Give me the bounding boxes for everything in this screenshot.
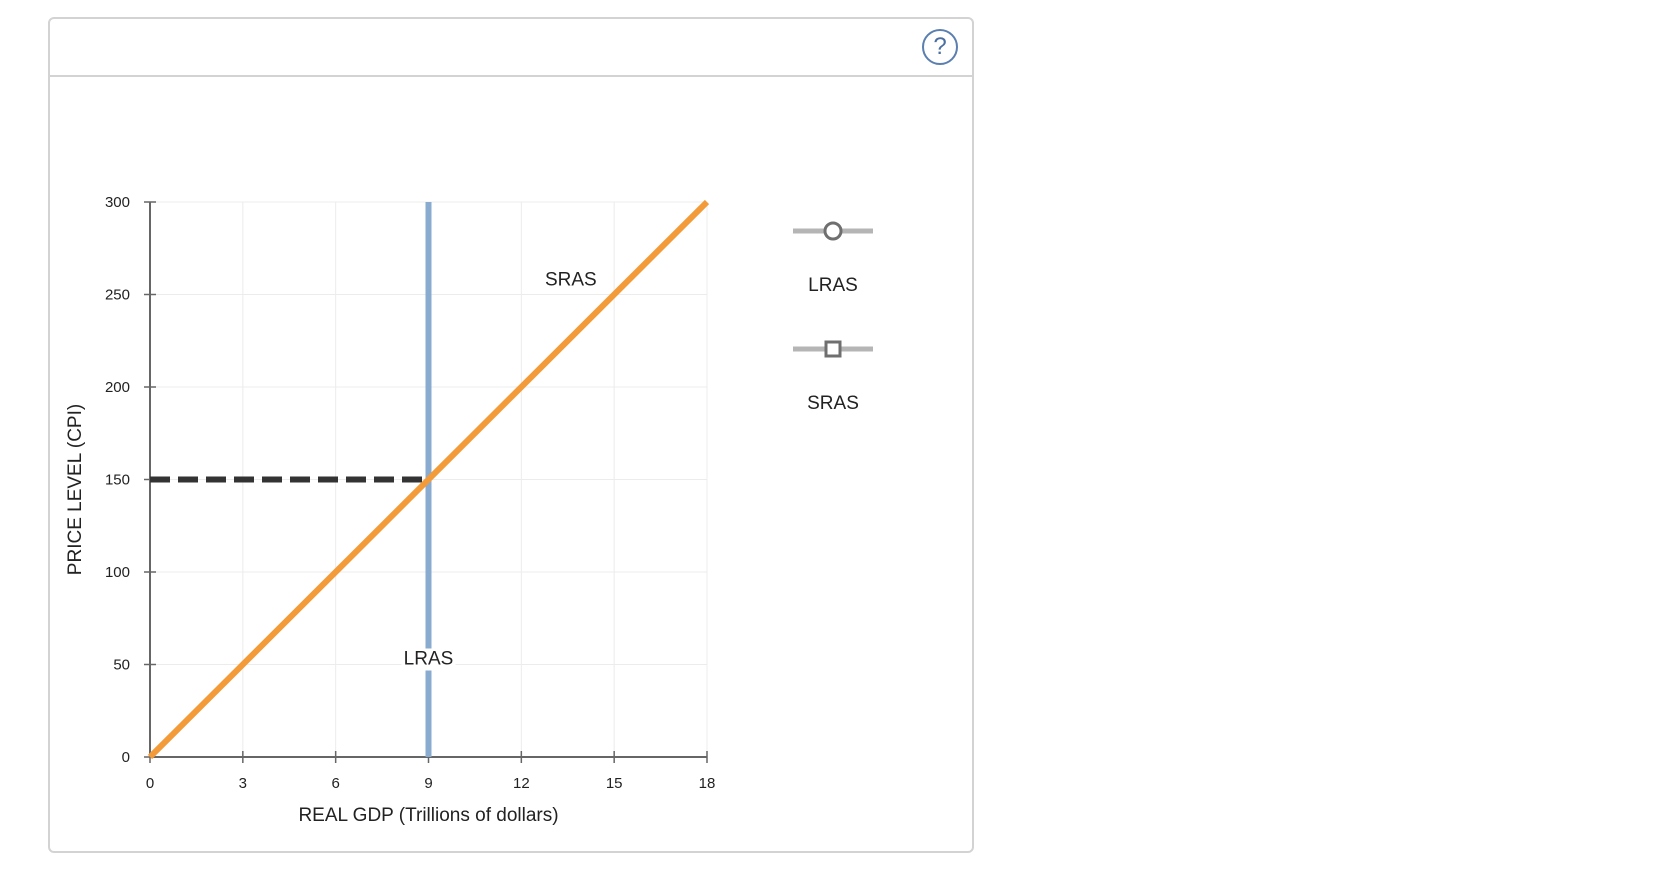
x-axis-title: REAL GDP (Trillions of dollars) bbox=[298, 805, 558, 826]
x-tick-label: 9 bbox=[424, 775, 432, 792]
x-tick-label: 18 bbox=[699, 775, 716, 792]
x-tick-label: 0 bbox=[146, 775, 154, 792]
legend-label-sras: SRAS bbox=[807, 393, 859, 414]
curve-labels: LRAS SRAS bbox=[401, 269, 598, 671]
circle-point-icon bbox=[823, 221, 843, 241]
legend-tool-lras[interactable] bbox=[793, 221, 873, 241]
y-tick-label: 200 bbox=[105, 379, 130, 396]
square-point-icon bbox=[824, 340, 842, 358]
axes: 0 3 6 9 12 15 18 0 50 100 150 200 250 300 REAL GDP (Tr… bbox=[65, 194, 715, 826]
x-tick-label: 12 bbox=[513, 775, 530, 792]
lras-label-bg bbox=[401, 648, 456, 671]
sras-curve[interactable] bbox=[147, 199, 710, 760]
x-tick-label: 3 bbox=[239, 775, 247, 792]
y-tick-label: 150 bbox=[105, 472, 130, 489]
legend-tool-sras[interactable] bbox=[793, 340, 873, 358]
y-tick-label: 0 bbox=[122, 749, 130, 766]
y-tick-label: 50 bbox=[113, 657, 130, 674]
lras-curve-label: LRAS bbox=[404, 649, 454, 670]
y-tick-label: 100 bbox=[105, 564, 130, 581]
help-button[interactable]: ? bbox=[922, 29, 958, 65]
panel-header: ? bbox=[50, 19, 972, 77]
sras-curve-label: SRAS bbox=[545, 269, 597, 290]
y-tick-label: 250 bbox=[105, 287, 130, 304]
x-tick-label: 6 bbox=[331, 775, 339, 792]
y-tick-label: 300 bbox=[105, 194, 130, 211]
y-axis-title: PRICE LEVEL (CPI) bbox=[65, 404, 86, 575]
graph-panel: ? bbox=[48, 17, 974, 853]
sras-label-bg bbox=[543, 269, 598, 292]
x-tick-label: 15 bbox=[606, 775, 623, 792]
legend[interactable]: LRAS SRAS bbox=[793, 221, 873, 414]
legend-label-lras: LRAS bbox=[808, 275, 858, 296]
